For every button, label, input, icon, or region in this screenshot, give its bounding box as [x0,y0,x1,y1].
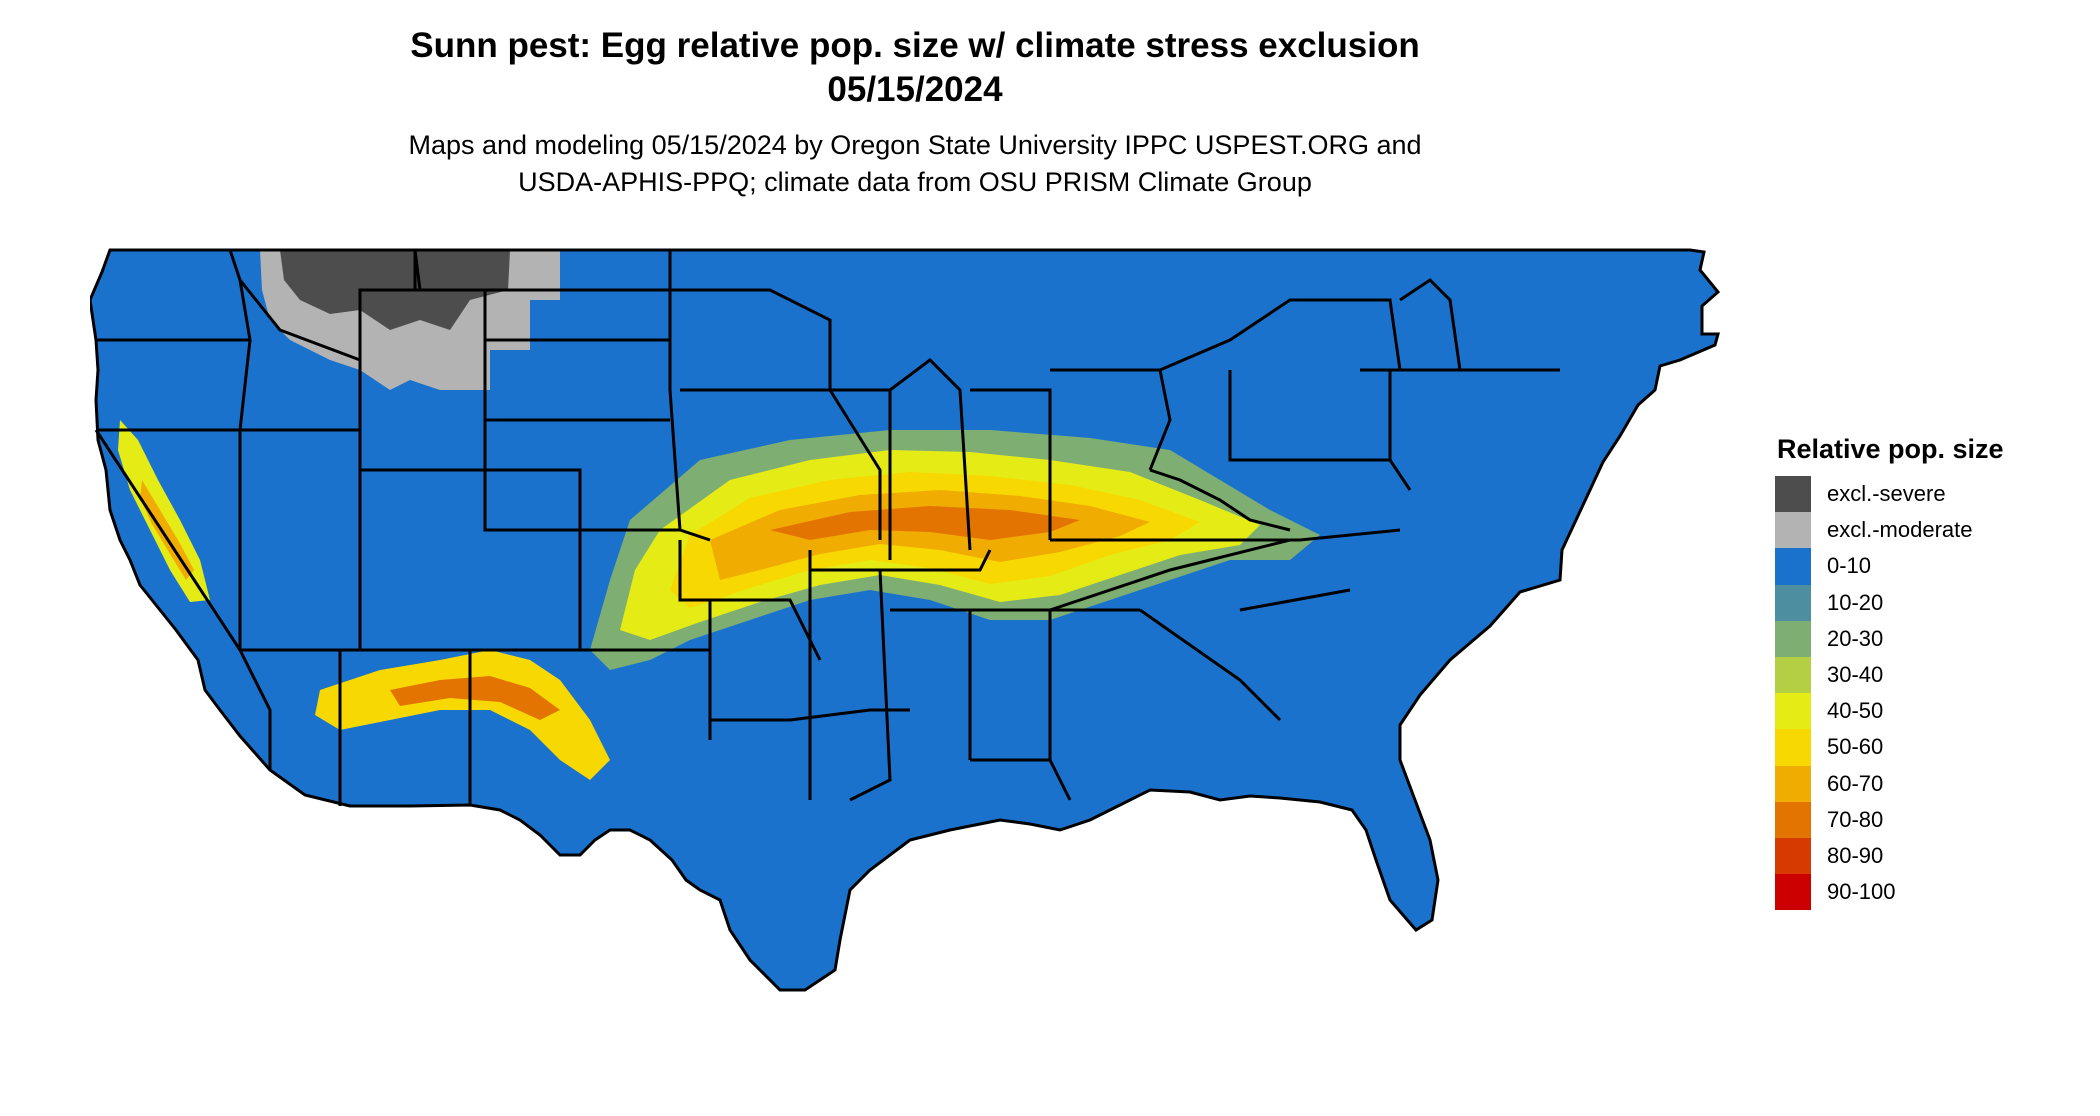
legend: Relative pop. size excl.-severe excl.-mod… [1775,432,2075,911]
california-valley-core [140,480,194,580]
map-title: Sunn pest: Egg relative pop. size w/ cli… [410,26,1420,65]
map-date: 05/15/2024 [827,70,1003,109]
legend-item: 50-60 [1775,729,2075,766]
southwest-band [315,650,610,780]
map-credit-line-2: USDA-APHIS-PPQ; climate data from OSU PR… [518,167,1312,197]
legend-swatch [1775,584,1811,621]
legend-swatch [1775,656,1811,694]
southwest-core [390,676,560,720]
legend-label: 10-20 [1827,589,1884,615]
california-valley-band [118,420,210,602]
legend-swatch [1775,729,1811,766]
legend-item: 70-80 [1775,801,2075,838]
state-borders [90,248,1721,992]
legend-item: 20-30 [1775,620,2075,657]
legend-title: Relative pop. size [1777,434,2004,464]
legend-label: 20-30 [1827,625,1884,651]
legend-item: 40-50 [1775,693,2075,730]
legend-item: excl.-moderate [1775,512,2075,549]
legend-label: 80-90 [1827,842,1884,868]
legend-label: 60-70 [1827,770,1884,796]
band-70-80 [770,506,1080,540]
legend-label: excl.-severe [1827,481,1946,507]
map-credit-line-1: Maps and modeling 05/15/2024 by Oregon S… [408,130,1422,160]
legend-item: 30-40 [1775,656,2075,694]
legend-item: 90-100 [1775,874,2075,911]
legend-label: 50-60 [1827,734,1884,760]
legend-item: 60-70 [1775,765,2075,802]
legend-swatch [1775,801,1811,838]
conus-land [90,250,1718,990]
legend-item: 10-20 [1775,584,2075,621]
legend-label: 40-50 [1827,698,1884,724]
legend-item: 80-90 [1775,837,2075,875]
legend-swatch [1775,765,1811,802]
legend-item: excl.-severe [1775,476,2075,513]
legend-label: 30-40 [1827,662,1884,688]
legend-label: 90-100 [1827,879,1896,905]
legend-label: 0-10 [1827,553,1872,579]
legend-rows: excl.-severe excl.-moderate 0-10 10-20 20-30… [1775,476,2075,911]
legend-swatch [1775,874,1811,911]
legend-label: excl.-moderate [1827,517,1973,543]
legend-swatch [1775,837,1811,875]
legend-swatch [1775,693,1811,730]
legend-swatch [1775,620,1811,657]
legend-swatch [1775,548,1811,585]
us-map [90,240,1740,1110]
us-map-svg [90,248,1721,992]
legend-swatch [1775,476,1811,513]
legend-label: 70-80 [1827,806,1884,832]
band-60-70 [710,490,1150,580]
legend-swatch [1775,512,1811,549]
legend-item: 0-10 [1775,548,2075,585]
